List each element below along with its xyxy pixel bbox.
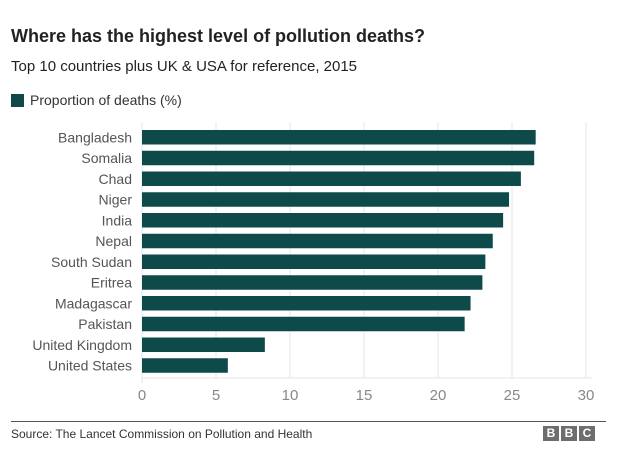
bars	[142, 130, 536, 373]
bar	[142, 316, 465, 332]
footer-divider	[11, 421, 606, 422]
bar	[142, 296, 471, 311]
category-label: Bangladesh	[58, 129, 132, 145]
category-label: United Kingdom	[32, 337, 132, 353]
x-tick-label: 20	[430, 387, 447, 404]
bar	[142, 233, 493, 249]
bar	[142, 213, 504, 228]
x-tick-label: 25	[504, 387, 521, 404]
legend: Proportion of deaths (%)	[11, 92, 182, 108]
legend-swatch	[11, 93, 24, 107]
bar	[142, 130, 536, 145]
chart-title: Where has the highest level of pollution…	[11, 26, 426, 46]
bar	[142, 171, 521, 186]
category-label: South Sudan	[51, 254, 132, 270]
bar	[142, 358, 228, 373]
x-axis-ticks: 0 5 10 15 20 25 30	[138, 387, 595, 404]
bar	[142, 150, 535, 166]
bar	[142, 275, 483, 290]
legend-label: Proportion of deaths (%)	[30, 92, 182, 108]
category-label: Madagascar	[55, 295, 132, 311]
chart-subtitle: Top 10 countries plus UK & USA for refer…	[11, 58, 358, 75]
category-label: India	[102, 212, 133, 228]
bbc-logo: B B C	[543, 426, 595, 441]
bar	[142, 337, 265, 352]
category-label: Eritrea	[91, 275, 132, 291]
category-label: Somalia	[81, 150, 132, 166]
x-tick-label: 10	[282, 387, 299, 404]
category-label: United States	[48, 358, 132, 374]
category-label: Pakistan	[78, 316, 132, 332]
x-tick-label: 15	[356, 387, 373, 404]
source-note: Source: The Lancet Commission on Polluti…	[11, 427, 313, 441]
category-label: Nepal	[95, 233, 132, 249]
bar	[142, 254, 486, 269]
category-label: Niger	[99, 192, 133, 208]
category-label: Chad	[99, 171, 132, 187]
x-tick-label: 5	[212, 387, 220, 404]
bar	[142, 192, 510, 207]
category-labels: Bangladesh Somalia Chad Niger India Nepal Sout…	[32, 129, 132, 373]
x-tick-label: 30	[578, 387, 595, 404]
bbc-logo-letter: B	[543, 426, 559, 441]
bar-chart: Bangladesh Somalia Chad Niger India Nepal Sout…	[32, 122, 595, 404]
bbc-logo-letter: C	[579, 426, 595, 441]
x-tick-label: 0	[138, 387, 146, 404]
bbc-logo-letter: B	[561, 426, 577, 441]
